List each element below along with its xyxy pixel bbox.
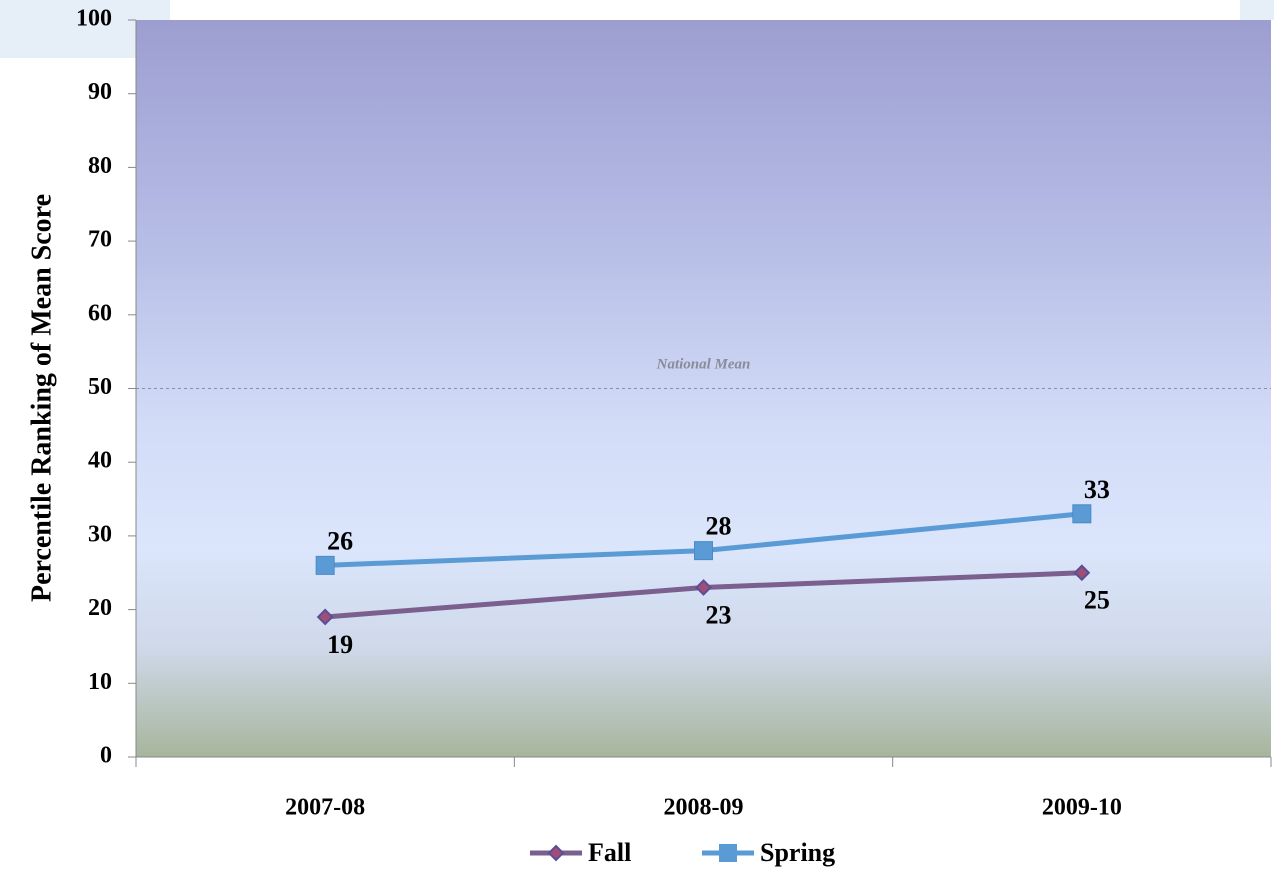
y-tick-label: 100 [76,6,112,32]
data-point-spring [1072,504,1092,524]
background-panel-right [1240,0,1274,20]
legend-label: Fall [588,838,631,867]
legend-item-fall: Fall [530,838,631,867]
y-tick-label: 70 [88,227,112,253]
legend-marker [547,844,565,862]
y-tick-label: 10 [88,669,112,695]
data-label-fall: 25 [1084,586,1110,615]
legend-marker [719,844,737,862]
data-point-fall [695,579,712,596]
data-point-spring [694,541,713,561]
data-label-spring: 26 [327,526,353,555]
plot-area [136,20,1271,757]
series-layer [315,504,1092,626]
data-point-spring [315,555,335,575]
y-tick-label: 60 [88,300,112,326]
y-axis-label: Percentile Ranking of Mean Score [26,194,57,602]
y-tick-label: 50 [88,374,112,400]
legend: Fall Spring [530,838,835,867]
y-tick-label: 30 [88,521,112,547]
y-tick-label: 0 [100,743,112,769]
legend-label: Spring [760,838,835,867]
x-tick-label: 2009-10 [1042,795,1122,821]
x-tick-label: 2008-09 [664,795,744,821]
data-label-spring: 28 [706,512,732,541]
x-tick-label: 2007-08 [285,795,365,821]
legend-item-spring: Spring [702,838,835,867]
national-mean-line: National Mean [136,357,1271,389]
data-label-fall: 19 [327,630,353,659]
y-tick-label: 40 [88,448,112,474]
data-label-spring: 33 [1084,475,1110,504]
data-point-fall [316,608,334,626]
axes: 0 10 20 30 40 50 60 70 80 90 100 2007-08 2008-09 2009… [76,6,1272,821]
y-tick-label: 80 [88,153,112,179]
data-point-fall [1073,564,1091,582]
data-label-fall: 23 [706,600,732,629]
data-labels: 19 23 25 26 28 33 [327,475,1110,659]
national-mean-label: National Mean [656,357,751,373]
y-tick-label: 90 [88,79,112,105]
y-tick-label: 20 [88,595,112,621]
